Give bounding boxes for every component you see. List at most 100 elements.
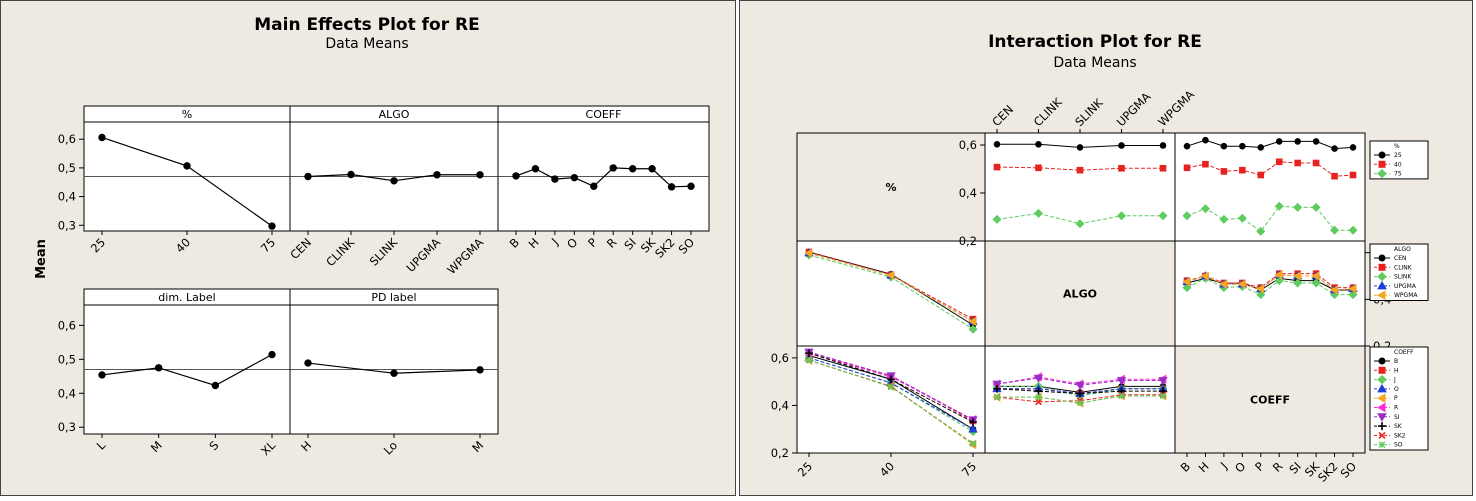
legend-item: SK2 <box>1394 432 1406 439</box>
legend-item: R <box>1394 405 1398 412</box>
legend-marker <box>1378 160 1386 168</box>
data-point <box>304 359 312 367</box>
x-tick-label: O <box>564 235 580 251</box>
trace-point-sk <box>1034 387 1043 395</box>
x-tick-label: R <box>604 235 620 251</box>
y-tick-label: 0,6 <box>771 351 789 365</box>
trace-point-40 <box>1257 171 1265 179</box>
trace-point-25 <box>993 140 1001 148</box>
factor-label-coeff: COEFF <box>1250 394 1290 407</box>
trace-line-40 <box>996 166 1163 171</box>
x-tick-label-bottom: 25 <box>795 459 815 479</box>
panel-frame <box>289 105 499 232</box>
data-point <box>433 171 441 179</box>
legend-marker <box>1377 168 1387 179</box>
x-tick-label: 40 <box>173 235 193 255</box>
trace-point-40 <box>993 163 1001 171</box>
trace-point-wpgma <box>886 270 895 280</box>
trace-point-40 <box>1239 166 1246 174</box>
x-tick-label-bottom: H <box>1196 459 1212 475</box>
x-tick-label: 25 <box>88 235 108 255</box>
trace-point-75 <box>1311 202 1321 212</box>
x-tick-label-bottom: O <box>1232 459 1248 475</box>
trace-point-so <box>1076 399 1084 407</box>
x-tick-label-bottom: J <box>1217 459 1230 472</box>
trace-point-wpgma <box>1200 271 1209 281</box>
y-tick-label: 0,4 <box>771 398 789 412</box>
y-tick-label: 0,4 <box>58 386 76 400</box>
trace-point-75 <box>1200 204 1210 214</box>
legend-marker <box>1378 441 1386 449</box>
trace-point-75 <box>1075 219 1085 229</box>
chart-subtitle: Data Means <box>1053 55 1136 71</box>
legend-marker <box>1377 280 1387 290</box>
plot-cell <box>796 345 986 454</box>
trace-point-75 <box>1348 225 1358 235</box>
x-tick-label-bottom: 75 <box>959 459 979 479</box>
legend-item: J <box>1393 377 1396 384</box>
trace-line-40 <box>1186 161 1354 177</box>
cell-pct-by-coeff <box>804 348 978 450</box>
trace-point-25 <box>1239 142 1246 150</box>
trace-point-75 <box>1219 214 1229 224</box>
data-point <box>512 172 520 180</box>
data-point <box>268 350 276 359</box>
x-tick-label-top: CEN <box>989 102 1016 129</box>
data-point <box>551 175 559 183</box>
trace-point-40 <box>1035 164 1042 172</box>
trace-point-75 <box>1293 202 1303 212</box>
x-tick-label-bottom: 40 <box>877 459 897 479</box>
legend-item: CEN <box>1394 255 1406 262</box>
x-tick-label: CLINK <box>323 235 357 269</box>
panel-algo: ALGO CEN CLINK SLINK UPGMA WPGMA <box>287 105 499 277</box>
data-point <box>390 177 398 185</box>
y-tick-label: 0,3 <box>58 420 76 434</box>
legend-item: SO <box>1394 442 1403 449</box>
x-tick-label: XL <box>258 438 278 458</box>
data-point <box>390 369 398 377</box>
facet-label: dim. Label <box>158 291 215 304</box>
trace-point-sk <box>993 385 1001 393</box>
diagonal-cell <box>796 132 986 242</box>
trace-line-slink <box>1186 277 1353 296</box>
trace-point-25 <box>1076 144 1084 151</box>
data-point <box>476 171 484 179</box>
trace-line-sk2 <box>996 394 1163 403</box>
legend-title: COEFF <box>1394 349 1414 356</box>
legend-marker <box>1376 402 1386 413</box>
trace-point-so <box>969 440 977 447</box>
trace-point-slink <box>1348 290 1358 300</box>
trace-point-wpgma <box>1348 284 1357 294</box>
legend-item: WPGMA <box>1394 292 1418 299</box>
legend-item: P <box>1394 395 1398 402</box>
legend-marker <box>1377 271 1387 282</box>
x-tick-label: CEN <box>287 235 314 262</box>
trace-point-wpgma <box>1311 271 1320 281</box>
legend-item: B <box>1394 358 1398 365</box>
legend-item: 25 <box>1394 152 1402 159</box>
trace-point-slink <box>1311 278 1321 288</box>
legend-title: ALGO <box>1394 246 1411 253</box>
trace-line-75 <box>1186 205 1353 233</box>
trace-point-75 <box>1330 225 1340 235</box>
data-point <box>570 173 579 182</box>
trace-point-25 <box>1183 142 1191 150</box>
legend-marker <box>1378 263 1386 271</box>
trace-point-wpgma <box>1255 284 1265 294</box>
data-point <box>531 165 540 173</box>
x-tick-label: J <box>548 235 561 248</box>
trace-point-40 <box>1159 164 1167 172</box>
x-tick-label-bottom: P <box>1252 459 1267 474</box>
trace-point-wpgma <box>1219 279 1228 289</box>
trace-point-sk <box>1076 389 1084 398</box>
trace-point-25 <box>1312 138 1320 145</box>
y-tick-label: 0,2 <box>959 234 977 248</box>
series-line <box>101 354 273 387</box>
legend-marker <box>1378 422 1386 431</box>
y-tick-label: 0,3 <box>58 218 76 232</box>
trace-point-25 <box>1294 138 1301 145</box>
trace-point-75 <box>1237 213 1247 223</box>
panel-frame <box>83 288 291 435</box>
panel-frame <box>497 105 710 232</box>
